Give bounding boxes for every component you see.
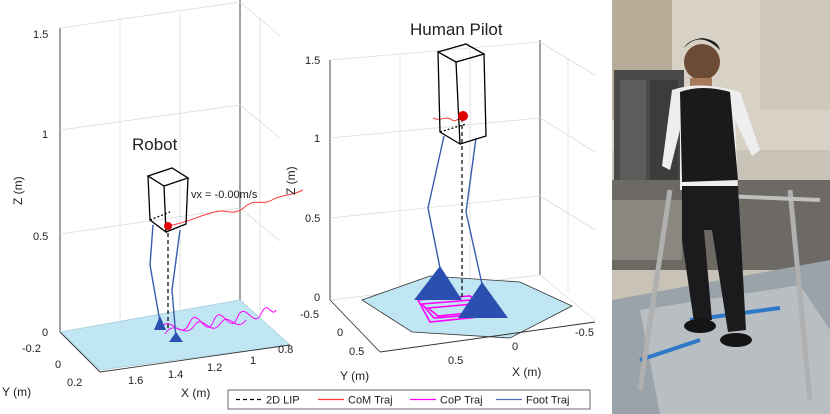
robot-cop-trajectory (159, 307, 277, 335)
robot-y-tick: 0 (55, 359, 61, 371)
robot-right-leg (171, 229, 181, 339)
pilot-z-tick: 0.5 (305, 213, 320, 225)
robot-left-foot (154, 316, 166, 330)
robot-left-leg (149, 224, 161, 323)
legend-item-cop: CoP Traj (410, 395, 483, 407)
robot-z-tick: 1.5 (33, 29, 48, 41)
robot-z-tick: 0.5 (33, 231, 48, 243)
person-on-platform-photo (612, 0, 830, 414)
robot-com-marker (164, 222, 172, 230)
pilot-x-tick: 0.5 (448, 355, 463, 367)
pilot-z-label: Z (m) (284, 166, 298, 195)
pilot-z-tick: 0 (314, 292, 320, 304)
pilot-y-label: Y (m) (340, 369, 369, 383)
robot-y-tick: 0.2 (67, 377, 82, 389)
legend-item-foot: Foot Traj (496, 395, 569, 407)
robot-y-label: Y (m) (2, 385, 31, 399)
robot-z-label: Z (m) (11, 176, 25, 205)
robot-x-label: X (m) (181, 386, 210, 400)
robot-velocity-label: vx = -0.00m/s (191, 189, 258, 201)
pilot-right-foot (458, 282, 508, 318)
pilot-y-tick: -0.5 (300, 309, 319, 321)
robot-title: Robot (132, 135, 178, 154)
robot-torso-box (146, 167, 190, 234)
pilot-z-tick: 1 (314, 133, 320, 145)
pilot-left-leg (427, 135, 445, 269)
robot-z-tick: 1 (42, 129, 48, 141)
pilot-y-tick: 0.5 (349, 346, 364, 358)
legend-label: 2D LIP (266, 395, 300, 407)
pilot-x-tick: -0.5 (575, 327, 594, 339)
robot-com-trajectory (167, 189, 304, 227)
pilot-y-tick: 0 (337, 327, 343, 339)
legend-label: Foot Traj (526, 395, 569, 407)
pilot-torso-box (436, 43, 487, 146)
legend-label: CoM Traj (348, 395, 393, 407)
robot-z-tick: 0 (42, 327, 48, 339)
pilot-x-tick: 0 (512, 341, 518, 353)
legend-label: CoP Traj (440, 395, 483, 407)
robot-right-foot (169, 332, 183, 342)
pilot-right-leg (465, 137, 483, 285)
pilot-x-label: X (m) (512, 365, 541, 379)
pilot-title: Human Pilot (410, 20, 503, 39)
robot-x-tick: 0.8 (278, 344, 293, 356)
pilot-left-foot (414, 266, 462, 300)
robot-x-tick: 1.4 (168, 369, 183, 381)
pilot-z-tick: 1.5 (305, 55, 320, 67)
legend-item-lip: 2D LIP (236, 395, 300, 407)
robot-x-tick: 1.6 (128, 375, 143, 387)
robot-y-tick: -0.2 (22, 343, 41, 355)
legend: 2D LIP CoM Traj CoP Traj Foot Traj (227, 389, 591, 410)
pilot-plot: Human Pilot 1.5 1 0.5 0 Z (m) -0.5 0 0.5… (284, 20, 596, 383)
robot-plot: Robot vx = -0.00m/s 1.5 1 0.5 0 Z (m) -0… (2, 0, 304, 400)
legend-item-com: CoM Traj (318, 395, 393, 407)
robot-x-tick: 1 (250, 355, 256, 367)
pilot-com-marker (458, 111, 468, 121)
robot-x-tick: 1.2 (207, 362, 222, 374)
